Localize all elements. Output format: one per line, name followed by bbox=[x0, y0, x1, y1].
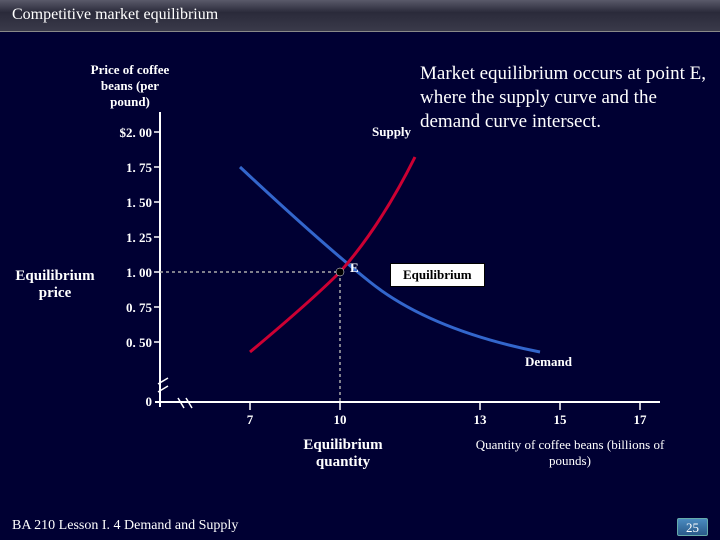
y-tick-label: 1. 50 bbox=[112, 195, 152, 211]
y-tick-label: 1. 75 bbox=[112, 160, 152, 176]
slide-footer: BA 210 Lesson I. 4 Demand and Supply 25 bbox=[0, 514, 720, 540]
equilibrium-box: Equilibrium bbox=[390, 263, 485, 287]
y-tick-label: 1. 00 bbox=[112, 265, 152, 281]
y-tick-label: 1. 25 bbox=[112, 230, 152, 246]
y-tick-label: 0 bbox=[128, 394, 152, 410]
x-axis-title: Quantity of coffee beans (billions of po… bbox=[470, 437, 670, 469]
footer-text: BA 210 Lesson I. 4 Demand and Supply bbox=[12, 518, 238, 536]
supply-label: Supply bbox=[372, 124, 411, 140]
x-tick-label: 15 bbox=[545, 412, 575, 428]
equilibrium-quantity-label: Equilibrium quantity bbox=[298, 437, 388, 471]
x-tick-label: 13 bbox=[465, 412, 495, 428]
y-tick-label: 0. 75 bbox=[112, 300, 152, 316]
slide-title: Competitive market equilibrium bbox=[0, 0, 720, 32]
slide-root: Competitive market equilibrium Price of … bbox=[0, 0, 720, 540]
y-tick-label: $2. 00 bbox=[112, 125, 152, 141]
slide-content: Price of coffee beans (per pound) Market… bbox=[0, 32, 720, 512]
equilibrium-point bbox=[336, 268, 344, 276]
x-tick-label: 17 bbox=[625, 412, 655, 428]
x-tick-label: 7 bbox=[235, 412, 265, 428]
x-tick-label: 10 bbox=[325, 412, 355, 428]
supply-curve bbox=[250, 157, 415, 352]
page-number: 25 bbox=[677, 518, 708, 536]
equilibrium-point-label: E bbox=[350, 260, 359, 276]
demand-label: Demand bbox=[525, 354, 572, 370]
y-tick-label: 0. 50 bbox=[112, 335, 152, 351]
